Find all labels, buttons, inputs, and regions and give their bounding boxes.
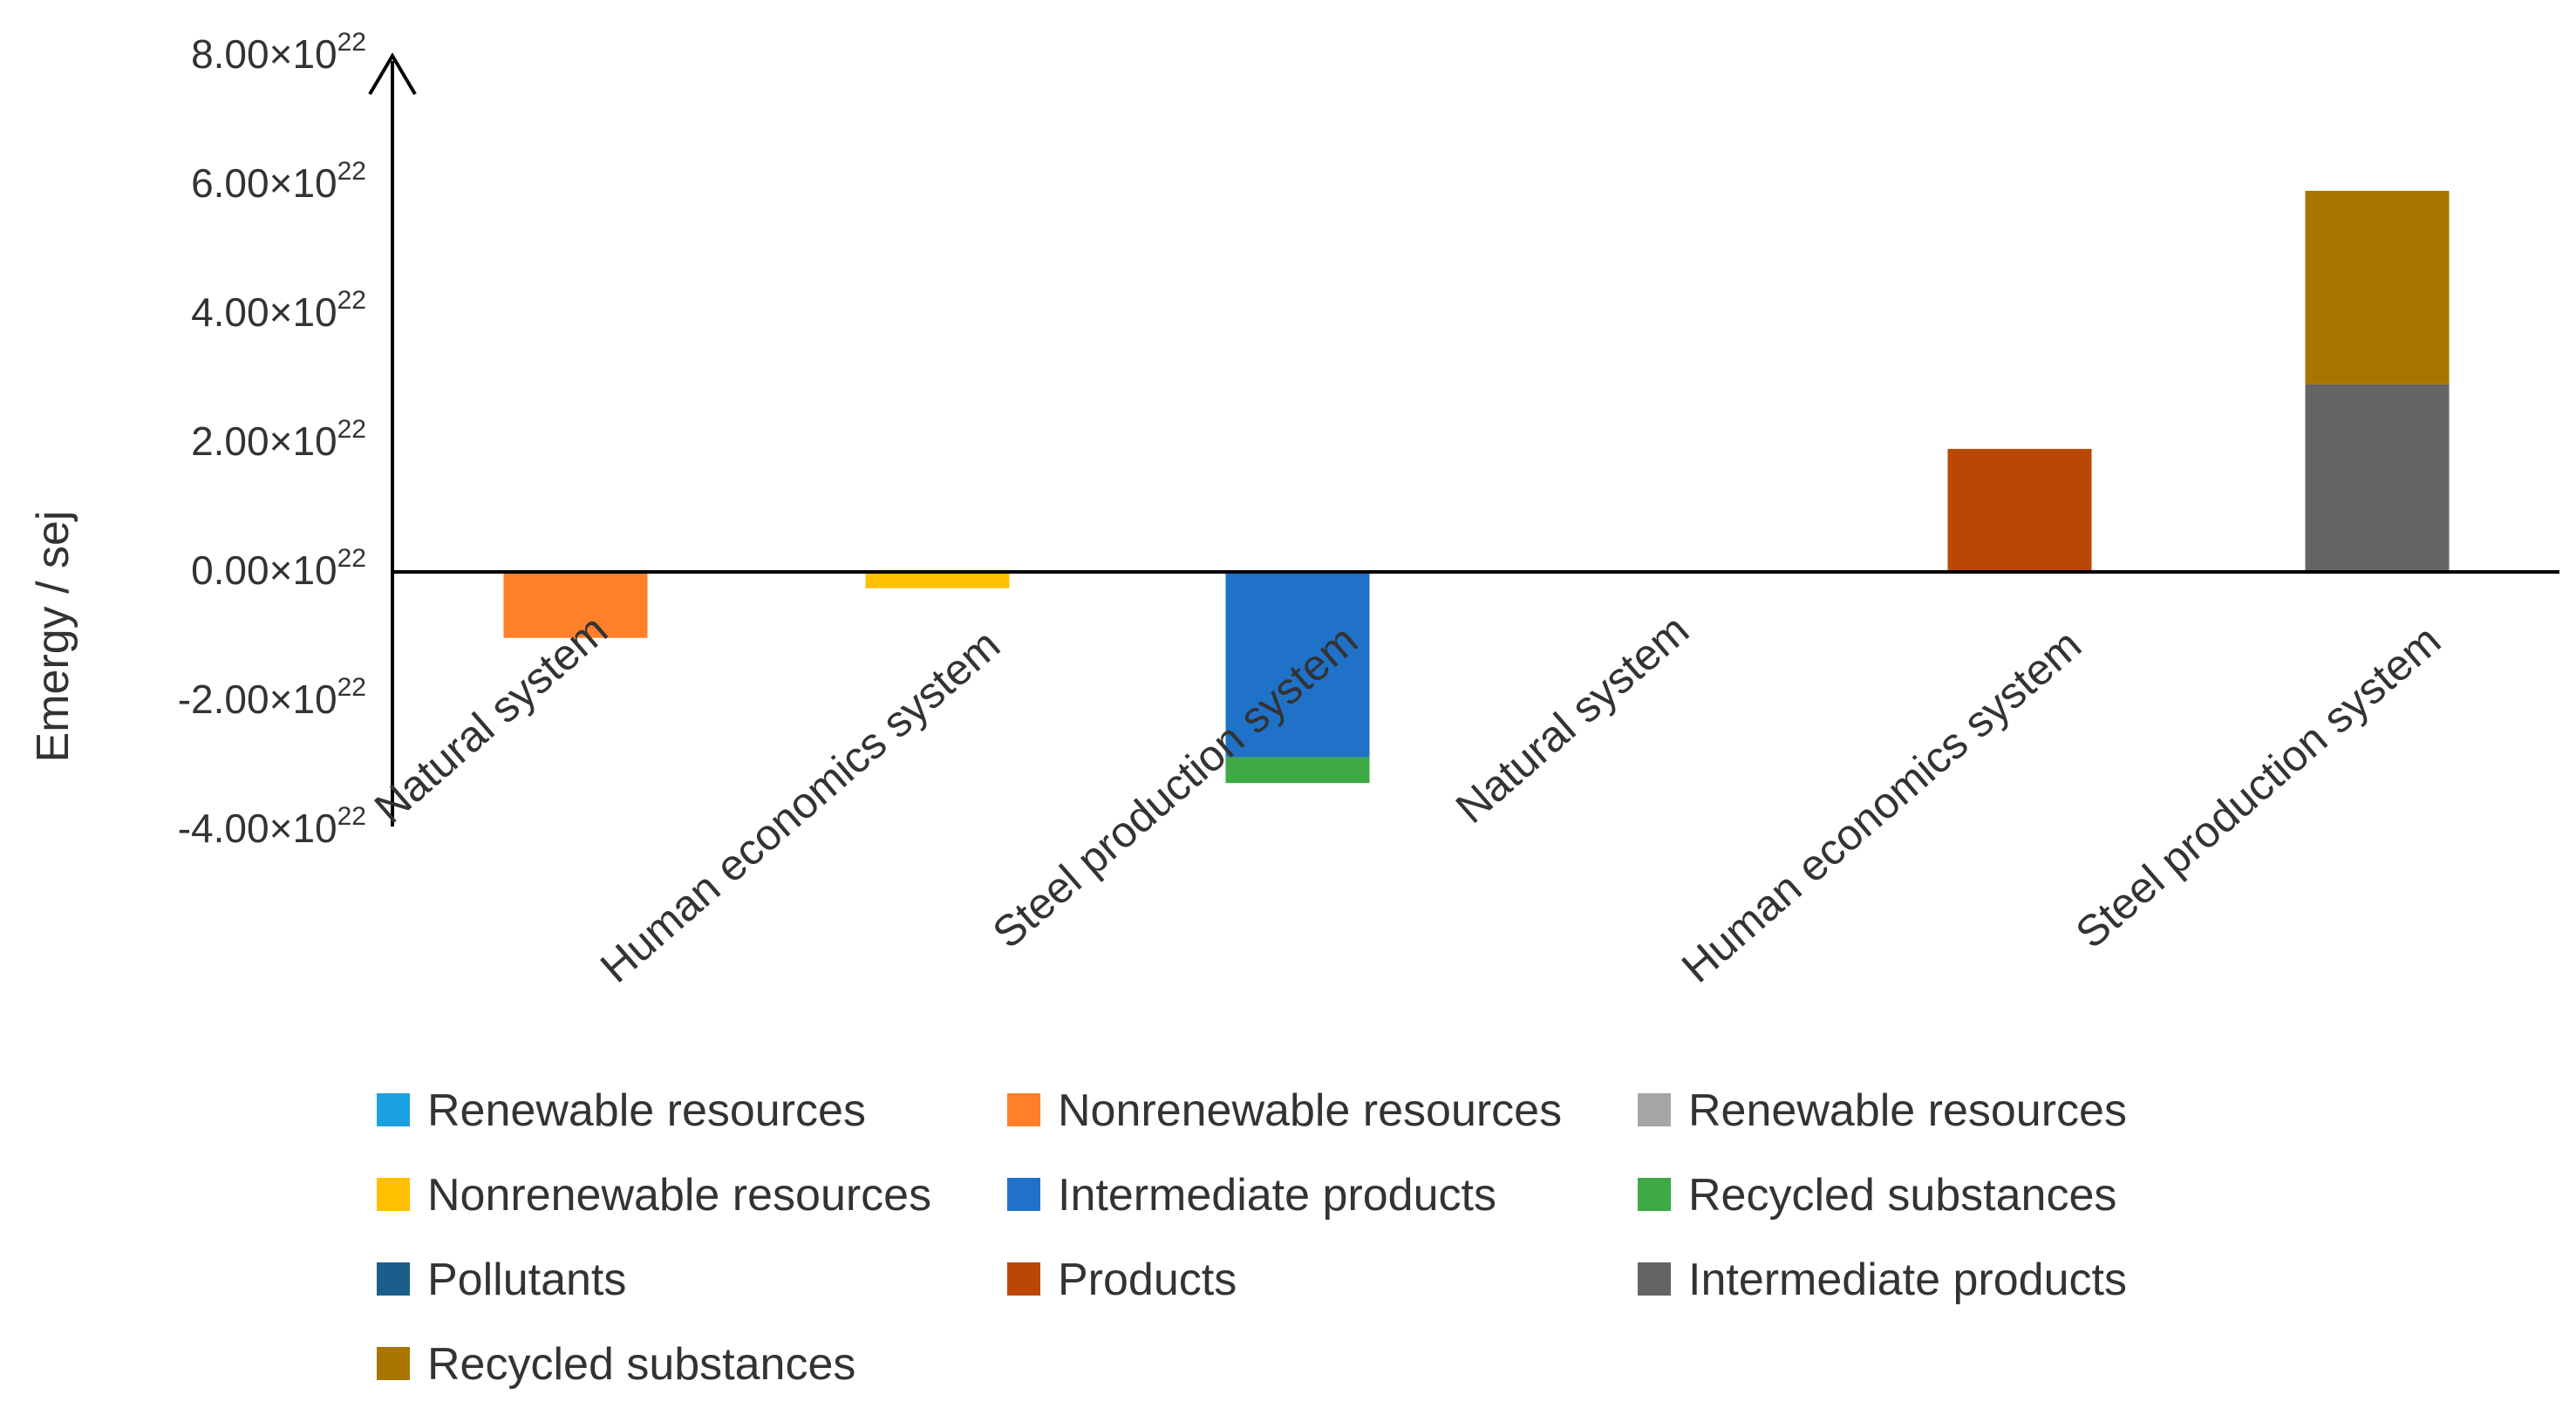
bar-2-series-4 bbox=[865, 570, 1010, 588]
legend-label: Renewable resources bbox=[427, 1085, 866, 1136]
x-category-label: Natural system bbox=[1447, 605, 1698, 833]
legend-swatch bbox=[1007, 1262, 1040, 1296]
y-tick-label: 0.00×1022 bbox=[191, 544, 366, 593]
legend-label: Intermediate products bbox=[1058, 1170, 1496, 1221]
legend-item: Renewable resources bbox=[1638, 1085, 2127, 1136]
y-tick-mantissa: 4.00×10 bbox=[191, 289, 337, 335]
y-tick-label: 2.00×1022 bbox=[191, 415, 366, 464]
legend-swatch bbox=[1007, 1178, 1040, 1211]
y-tick-mantissa: -4.00×10 bbox=[178, 806, 337, 851]
bar-1-series-2 bbox=[503, 570, 648, 638]
y-tick-mantissa: -2.00×10 bbox=[178, 677, 337, 722]
x-category-label: Steel production system bbox=[2067, 616, 2450, 957]
x-category-label: Human economics system bbox=[1673, 620, 2090, 992]
y-tick-label: -4.00×1022 bbox=[178, 802, 366, 851]
bar-6-series-9 bbox=[2305, 384, 2450, 570]
bar-6-series-10 bbox=[2305, 190, 2450, 384]
legend-item: Recycled substances bbox=[1638, 1170, 2116, 1221]
legend-label: Recycled substances bbox=[1688, 1170, 2116, 1221]
legend-swatch bbox=[377, 1178, 410, 1211]
legend-item: Intermediate products bbox=[1007, 1170, 1496, 1221]
y-tick-mantissa: 6.00×10 bbox=[191, 160, 337, 206]
legend-swatch bbox=[1638, 1262, 1671, 1296]
legend-item: Nonrenewable resources bbox=[1007, 1085, 1562, 1136]
y-tick-exponent: 22 bbox=[337, 802, 366, 831]
y-tick-mantissa: 0.00×10 bbox=[191, 548, 337, 593]
y-tick-exponent: 22 bbox=[337, 28, 366, 57]
bars-layer bbox=[503, 190, 2450, 784]
legend-item: Renewable resources bbox=[377, 1085, 866, 1136]
y-tick-mantissa: 8.00×10 bbox=[191, 31, 337, 77]
legend-item: Nonrenewable resources bbox=[377, 1170, 931, 1221]
bar-3-series-5 bbox=[1225, 570, 1370, 758]
x-category-label: Human economics system bbox=[591, 620, 1009, 992]
legend: Renewable resources Nonrenewable resource… bbox=[377, 1085, 2127, 1390]
y-tick-exponent: 22 bbox=[337, 286, 366, 315]
bar-5-series-8 bbox=[1947, 448, 2092, 570]
legend-label: Nonrenewable resources bbox=[1058, 1085, 1562, 1136]
legend-swatch bbox=[1007, 1093, 1040, 1126]
y-tick-exponent: 22 bbox=[337, 415, 366, 444]
y-tick-label: -2.00×1022 bbox=[178, 673, 366, 722]
y-tick-exponent: 22 bbox=[337, 544, 366, 573]
y-tick-labels: 8.00×10226.00×10224.00×10222.00×10220.00… bbox=[178, 28, 366, 851]
legend-label: Renewable resources bbox=[1688, 1085, 2127, 1136]
y-tick-label: 4.00×1022 bbox=[191, 286, 366, 335]
x-category-label: Steel production system bbox=[984, 616, 1366, 957]
legend-swatch bbox=[377, 1093, 410, 1126]
legend-label: Intermediate products bbox=[1688, 1255, 2127, 1305]
legend-swatch bbox=[1638, 1178, 1671, 1211]
bar-3-series-6 bbox=[1225, 757, 1370, 784]
y-axis-arrowhead bbox=[368, 52, 417, 96]
legend-label: Products bbox=[1058, 1255, 1237, 1305]
y-tick-exponent: 22 bbox=[337, 157, 366, 186]
axes-layer bbox=[368, 52, 2559, 826]
legend-item: Intermediate products bbox=[1638, 1255, 2127, 1305]
legend-item: Pollutants bbox=[377, 1255, 626, 1305]
legend-item: Products bbox=[1007, 1255, 1237, 1305]
legend-label: Pollutants bbox=[427, 1255, 626, 1305]
legend-swatch bbox=[1638, 1093, 1671, 1126]
legend-swatch bbox=[377, 1347, 410, 1380]
legend-item: Recycled substances bbox=[377, 1339, 855, 1390]
legend-swatch bbox=[377, 1262, 410, 1296]
x-category-label: Natural system bbox=[365, 605, 617, 833]
y-tick-exponent: 22 bbox=[337, 673, 366, 702]
y-tick-label: 6.00×1022 bbox=[191, 157, 366, 206]
y-axis-title: Emergy / sej bbox=[28, 511, 78, 763]
legend-label: Recycled substances bbox=[427, 1339, 855, 1390]
legend-label: Nonrenewable resources bbox=[427, 1170, 931, 1221]
y-tick-mantissa: 2.00×10 bbox=[191, 418, 337, 464]
y-tick-label: 8.00×1022 bbox=[191, 28, 366, 77]
